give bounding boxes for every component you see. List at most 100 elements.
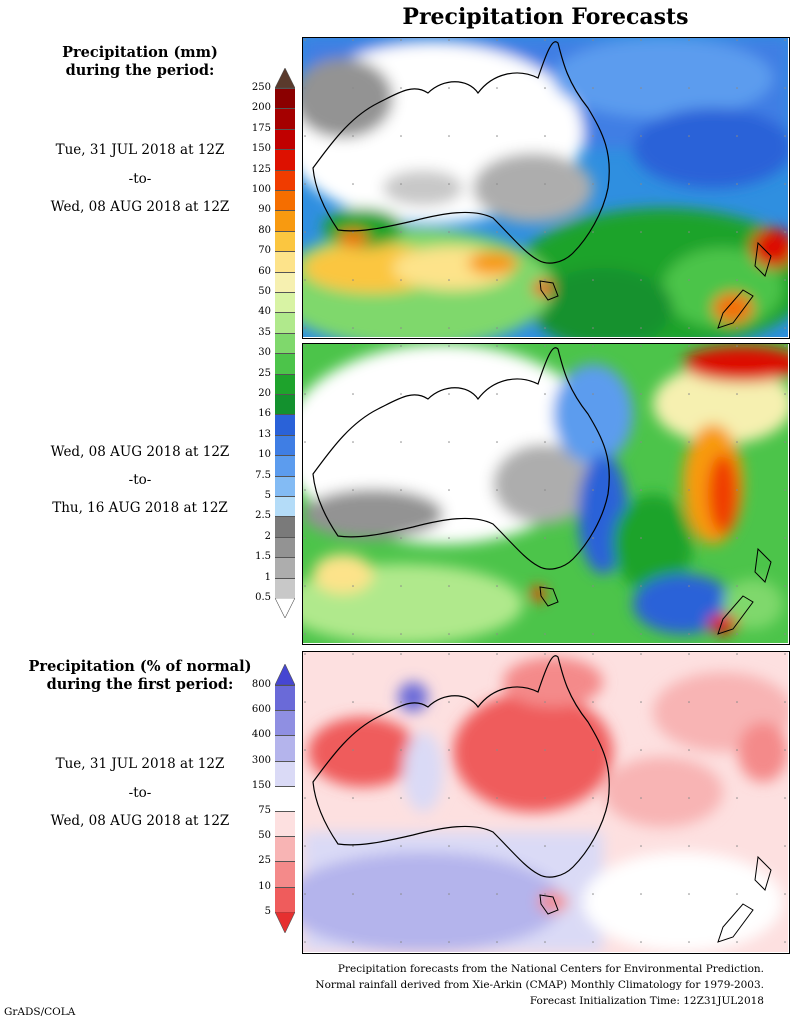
percent-scale-segment — [275, 710, 295, 736]
precip-scale-tick-label: 40 — [258, 306, 271, 318]
percent-scale-tick-label: 400 — [251, 729, 271, 741]
panel2-to: -to- — [128, 472, 152, 488]
precip-scale-tick-label: 80 — [258, 224, 271, 236]
panel1-heading: Precipitation (mm) during the period: — [20, 44, 260, 80]
precip-scale-segment — [275, 373, 295, 394]
precip-scale-tick-label: 90 — [258, 204, 271, 216]
precip-scale-tick-label: 1.5 — [255, 551, 271, 563]
percent-scale-segment — [275, 685, 295, 711]
percent-scale-segment — [275, 785, 295, 811]
footer-line2: Normal rainfall derived from Xie-Arkin (… — [315, 979, 764, 991]
page-title: Precipitation Forecasts — [402, 4, 689, 30]
precip-scale-segment — [275, 516, 295, 537]
precip-scale-tick-label: 175 — [251, 122, 271, 134]
map-panel-precip-week2 — [302, 343, 790, 645]
precip-scale-segment — [275, 128, 295, 150]
percent-scale-tick-label: 5 — [264, 905, 271, 917]
precip-scale-tick-label: 250 — [251, 82, 271, 93]
precip-scale-segment — [275, 190, 295, 211]
percent-scale-cap-top — [275, 664, 295, 685]
percent-scale-segment — [275, 811, 295, 837]
precip-scale-tick-label: 125 — [251, 163, 271, 175]
precip-scale-tick-label: 100 — [251, 184, 271, 195]
precip-scale-tick-label: 0.5 — [255, 592, 271, 603]
percent-scale-tick-label: 150 — [251, 779, 271, 791]
precip-scale-segment — [275, 414, 295, 435]
grads-credit: GrADS/COLA — [4, 1006, 76, 1018]
panel2-start-date: Wed, 08 AUG 2018 at 12Z — [50, 444, 230, 460]
panel1-heading-line1: Precipitation (mm) — [62, 44, 218, 61]
percent-scale-tick-label: 300 — [251, 754, 271, 766]
precip-scale-tick-label: 200 — [251, 102, 271, 114]
precipitation-colorbar: 250 200 175 150 125 100 90 80 70 60 50 40 35 30 25 20 16… — [252, 68, 295, 622]
precip-scale-segment — [275, 88, 295, 109]
precip-scale-segment — [275, 353, 295, 374]
precip-scale-tick-label: 7.5 — [255, 469, 271, 481]
percent-scale-segment — [275, 735, 295, 761]
precip-scale-tick-label: 70 — [258, 245, 271, 257]
precip-scale-cap-top — [275, 68, 295, 88]
footer-line3: Forecast Initialization Time: 12Z31JUL20… — [529, 995, 764, 1007]
percent-scale-segment — [275, 886, 295, 912]
panel3-heading-line1: Precipitation (% of normal) — [28, 658, 252, 675]
percent-scale-segment — [275, 836, 295, 862]
percent-scale-tick-label: 50 — [258, 830, 271, 842]
panel3-to: -to- — [128, 785, 152, 801]
percent-scale-tick-label: 600 — [251, 704, 271, 716]
precip-scale-segment — [275, 577, 295, 598]
precip-scale-segment — [275, 536, 295, 558]
panel3-start-date: Tue, 31 JUL 2018 at 12Z — [55, 756, 225, 772]
percent-scale-segment — [275, 760, 295, 786]
precip-scale-segment — [275, 332, 295, 354]
precip-scale-segment — [275, 108, 295, 129]
percent-scale-cap-bottom — [275, 911, 295, 933]
precip-scale-segment — [275, 434, 295, 456]
precip-scale-segment — [275, 455, 295, 476]
percent-scale-tick-label: 75 — [258, 805, 271, 816]
percent-scale-segment — [275, 861, 295, 887]
panel1-to: -to- — [128, 171, 152, 187]
precip-scale-tick-label: 35 — [258, 326, 271, 338]
footer-notes: Precipitation forecasts from the Nationa… — [315, 961, 764, 1009]
precip-scale-segment — [275, 149, 295, 170]
panel3-end-date: Wed, 08 AUG 2018 at 12Z — [50, 813, 230, 829]
precip-scale-cap-bottom — [275, 598, 295, 618]
precip-scale-tick-label: 20 — [258, 388, 271, 399]
precip-scale-tick-label: 5 — [264, 490, 271, 501]
panel1-end-date: Wed, 08 AUG 2018 at 12Z — [50, 199, 230, 215]
panel3-heading: Precipitation (% of normal) during the f… — [10, 658, 270, 694]
panel2-end-date: Thu, 16 AUG 2018 at 12Z — [52, 500, 228, 516]
map-panel-percent-normal — [302, 651, 790, 954]
percent-scale-tick-label: 25 — [258, 855, 271, 867]
precip-scale-segment — [275, 496, 295, 517]
precip-scale-tick-label: 25 — [258, 367, 271, 379]
precip-scale-tick-label: 30 — [258, 347, 271, 359]
panel1-start-date: Tue, 31 JUL 2018 at 12Z — [55, 142, 225, 158]
precip-scale-tick-label: 1 — [264, 571, 271, 583]
percent-scale-tick-label: 800 — [251, 679, 271, 690]
precip-scale-tick-label: 60 — [258, 265, 271, 277]
panel3-heading-line2: during the first period: — [46, 676, 234, 693]
precip-scale-tick-label: 150 — [251, 143, 271, 155]
precip-scale-segment — [275, 312, 295, 333]
precip-scale-segment — [275, 557, 295, 578]
precip-scale-segment — [275, 292, 295, 313]
precip-scale-tick-label: 2.5 — [255, 510, 271, 522]
map-panel-precip-week1 — [302, 37, 790, 339]
precip-scale-tick-label: 16 — [258, 408, 271, 420]
precip-scale-segment — [275, 475, 295, 496]
percent-scale-tick-label: 10 — [258, 880, 271, 892]
precip-scale-segment — [275, 394, 295, 415]
percent-normal-colorbar: 800 600 400 300 150 75 50 25 10 5 — [252, 664, 295, 942]
panel1-heading-line2: during the period: — [65, 62, 215, 79]
footer-line1: Precipitation forecasts from the Nationa… — [337, 963, 764, 975]
precip-scale-tick-label: 2 — [264, 530, 271, 542]
precip-scale-segment — [275, 230, 295, 252]
precip-scale-segment — [275, 271, 295, 292]
precip-scale-segment — [275, 210, 295, 231]
precip-scale-tick-label: 50 — [258, 286, 271, 297]
precip-scale-segment — [275, 251, 295, 272]
precip-scale-segment — [275, 169, 295, 190]
precip-scale-tick-label: 10 — [258, 449, 271, 461]
precip-scale-tick-label: 13 — [258, 428, 271, 440]
